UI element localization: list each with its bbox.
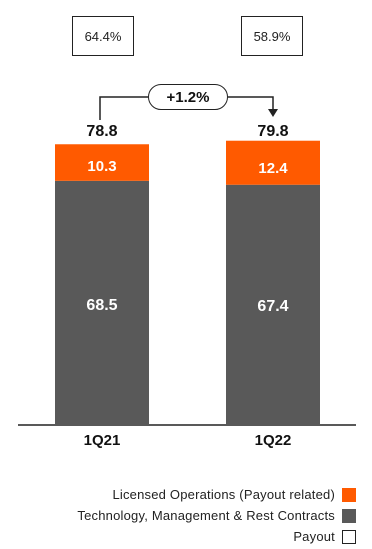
legend-swatch-payout bbox=[342, 529, 356, 544]
chart: 64.4% 58.9% +1.2% 78.8 79.8 10.3 12.4 68… bbox=[18, 16, 356, 449]
legend-item-technology: Technology, Management & Rest Contracts bbox=[77, 505, 356, 526]
legend: Licensed Operations (Payout related) Tec… bbox=[77, 484, 356, 547]
total-label-1q22: 79.8 bbox=[257, 123, 289, 140]
bar-segment-technology-1q22 bbox=[226, 184, 320, 424]
legend-swatch-technology bbox=[342, 508, 356, 523]
bar-segment-technology-1q21 bbox=[55, 180, 149, 424]
segment-label-technology-1q21: 68.5 bbox=[86, 297, 118, 314]
growth-arrowhead bbox=[268, 109, 278, 117]
payout-box-1q22: 58.9% bbox=[241, 16, 303, 56]
segment-label-technology-1q22: 67.4 bbox=[257, 298, 289, 315]
growth-bracket bbox=[99, 96, 274, 120]
growth-pill: +1.2% bbox=[148, 84, 228, 110]
segment-label-licensed-1q21: 10.3 bbox=[87, 158, 117, 175]
legend-item-payout: Payout bbox=[77, 526, 356, 547]
payout-box-1q21: 64.4% bbox=[72, 16, 134, 56]
bar-segment-licensed-1q21 bbox=[55, 144, 149, 181]
total-label-1q21: 78.8 bbox=[86, 123, 118, 140]
category-label-1q22: 1Q22 bbox=[254, 432, 292, 449]
category-label-1q21: 1Q21 bbox=[83, 432, 121, 449]
legend-label-technology: Technology, Management & Rest Contracts bbox=[77, 508, 335, 523]
legend-label-payout: Payout bbox=[293, 529, 335, 544]
segment-label-licensed-1q22: 12.4 bbox=[258, 160, 288, 177]
bar-segment-licensed-1q22 bbox=[226, 140, 320, 185]
legend-label-licensed: Licensed Operations (Payout related) bbox=[112, 487, 335, 502]
legend-item-licensed: Licensed Operations (Payout related) bbox=[77, 484, 356, 505]
chart-svg bbox=[18, 96, 356, 426]
legend-swatch-licensed bbox=[342, 487, 356, 502]
